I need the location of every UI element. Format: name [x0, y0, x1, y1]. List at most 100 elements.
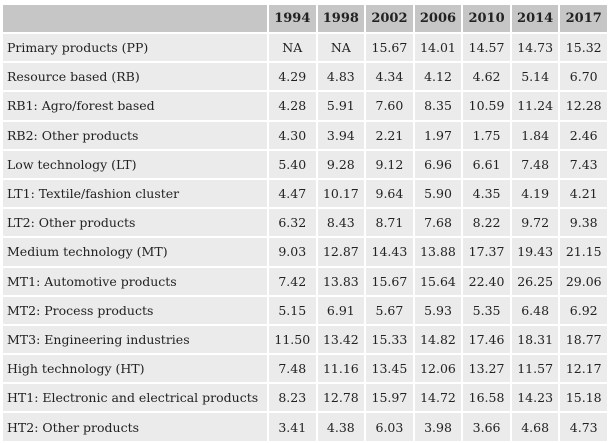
value-cell: 18.31 [511, 325, 559, 354]
value-cell: 7.60 [366, 92, 413, 120]
header-corner [3, 5, 267, 32]
value-cell: 6.03 [366, 413, 413, 441]
value-cell: 29.06 [560, 267, 607, 295]
value-cell: 4.68 [511, 413, 559, 441]
value-cell: 14.23 [511, 384, 559, 412]
value-cell: 11.16 [317, 355, 365, 383]
value-cell: 7.48 [511, 150, 559, 178]
value-cell: 15.97 [366, 384, 413, 412]
table: 1994 1998 2002 2006 2010 2014 2017 Primary prod… [3, 5, 607, 441]
row-label: Low technology (LT) [3, 150, 267, 178]
value-cell: 2.46 [560, 121, 607, 149]
value-cell: NA [269, 34, 316, 62]
value-cell: NA [317, 34, 365, 62]
value-cell: 5.67 [366, 296, 413, 324]
value-cell: 19.43 [511, 238, 559, 266]
value-cell: 4.34 [366, 63, 413, 91]
value-cell: 5.90 [414, 179, 462, 208]
value-cell: 4.38 [317, 413, 365, 441]
value-cell: 13.42 [317, 325, 365, 354]
row-label: LT2: Other products [3, 209, 267, 237]
value-cell: 9.64 [366, 179, 413, 208]
value-cell: 8.43 [317, 209, 365, 237]
row-label: MT3: Engineering industries [3, 325, 267, 354]
header-cell: 2014 [511, 5, 559, 32]
value-cell: 12.28 [560, 92, 607, 120]
value-cell: 6.92 [560, 296, 607, 324]
header-cell: 2010 [463, 5, 510, 32]
value-cell: 16.58 [463, 384, 510, 412]
value-cell: 15.64 [414, 267, 462, 295]
value-cell: 4.62 [463, 63, 510, 91]
row-label: LT1: Textile/fashion cluster [3, 179, 267, 208]
value-cell: 8.22 [463, 209, 510, 237]
value-cell: 6.70 [560, 63, 607, 91]
header-cell: 2017 [560, 5, 607, 32]
value-cell: 12.78 [317, 384, 365, 412]
value-cell: 4.21 [560, 179, 607, 208]
value-cell: 7.68 [414, 209, 462, 237]
row-label: Medium technology (MT) [3, 238, 267, 266]
value-cell: 12.17 [560, 355, 607, 383]
header-cell: 2002 [366, 5, 413, 32]
value-cell: 15.67 [366, 267, 413, 295]
value-cell: 8.23 [269, 384, 316, 412]
value-cell: 13.83 [317, 267, 365, 295]
value-cell: 5.15 [269, 296, 316, 324]
value-cell: 1.75 [463, 121, 510, 149]
value-cell: 14.73 [511, 34, 559, 62]
value-cell: 5.14 [511, 63, 559, 91]
value-cell: 15.67 [366, 34, 413, 62]
value-cell: 14.57 [463, 34, 510, 62]
value-cell: 22.40 [463, 267, 510, 295]
value-cell: 4.12 [414, 63, 462, 91]
value-cell: 9.03 [269, 238, 316, 266]
header-cell: 1994 [269, 5, 316, 32]
value-cell: 9.72 [511, 209, 559, 237]
value-cell: 4.30 [269, 121, 316, 149]
row-label: MT1: Automotive products [3, 267, 267, 295]
value-cell: 9.28 [317, 150, 365, 178]
value-cell: 4.28 [269, 92, 316, 120]
value-cell: 3.66 [463, 413, 510, 441]
value-cell: 12.06 [414, 355, 462, 383]
value-cell: 14.82 [414, 325, 462, 354]
value-cell: 6.96 [414, 150, 462, 178]
value-cell: 6.91 [317, 296, 365, 324]
value-cell: 10.17 [317, 179, 365, 208]
value-cell: 9.12 [366, 150, 413, 178]
value-cell: 8.71 [366, 209, 413, 237]
value-cell: 6.48 [511, 296, 559, 324]
row-label: Resource based (RB) [3, 63, 267, 91]
row-label: MT2: Process products [3, 296, 267, 324]
value-cell: 9.38 [560, 209, 607, 237]
value-cell: 4.73 [560, 413, 607, 441]
value-cell: 8.35 [414, 92, 462, 120]
value-cell: 14.72 [414, 384, 462, 412]
value-cell: 5.40 [269, 150, 316, 178]
value-cell: 18.77 [560, 325, 607, 354]
value-cell: 17.46 [463, 325, 510, 354]
value-cell: 4.29 [269, 63, 316, 91]
row-label: RB1: Agro/forest based [3, 92, 267, 120]
value-cell: 15.32 [560, 34, 607, 62]
value-cell: 6.61 [463, 150, 510, 178]
value-cell: 12.87 [317, 238, 365, 266]
value-cell: 3.94 [317, 121, 365, 149]
row-label: RB2: Other products [3, 121, 267, 149]
value-cell: 5.91 [317, 92, 365, 120]
value-cell: 13.27 [463, 355, 510, 383]
value-cell: 14.01 [414, 34, 462, 62]
value-cell: 15.33 [366, 325, 413, 354]
value-cell: 11.57 [511, 355, 559, 383]
value-cell: 15.18 [560, 384, 607, 412]
value-cell: 3.41 [269, 413, 316, 441]
value-cell: 21.15 [560, 238, 607, 266]
value-cell: 2.21 [366, 121, 413, 149]
header-cell: 1998 [317, 5, 365, 32]
value-cell: 17.37 [463, 238, 510, 266]
value-cell: 4.83 [317, 63, 365, 91]
value-cell: 10.59 [463, 92, 510, 120]
value-cell: 13.88 [414, 238, 462, 266]
